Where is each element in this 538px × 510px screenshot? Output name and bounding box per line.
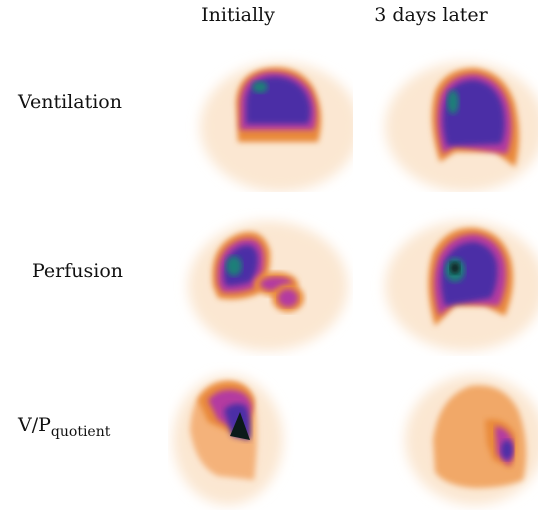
scan-ventilation-initially: [168, 42, 353, 192]
scan-vp-quotient-initially: [168, 360, 353, 510]
scan-perfusion-initially: [168, 206, 353, 356]
row-label-perfusion-text: Perfusion: [32, 260, 124, 282]
row-label-ventilation-text: Ventilation: [18, 91, 122, 113]
column-header-initially: Initially: [201, 4, 275, 26]
scan-perfusion-3-days-later: [355, 206, 538, 356]
row-label-vp-text: V/P: [18, 414, 51, 436]
row-label-vp-subscript: quotient: [50, 424, 111, 440]
scan-ventilation-3-days-later: [355, 42, 538, 192]
column-header-3-days-later: 3 days later: [374, 4, 488, 26]
row-label-ventilation: Ventilation: [18, 91, 122, 113]
row-label-vp-quotient: V/Pquotient: [18, 414, 110, 440]
row-label-perfusion: Perfusion: [32, 260, 123, 282]
scan-vp-quotient-3-days-later: [355, 360, 538, 510]
